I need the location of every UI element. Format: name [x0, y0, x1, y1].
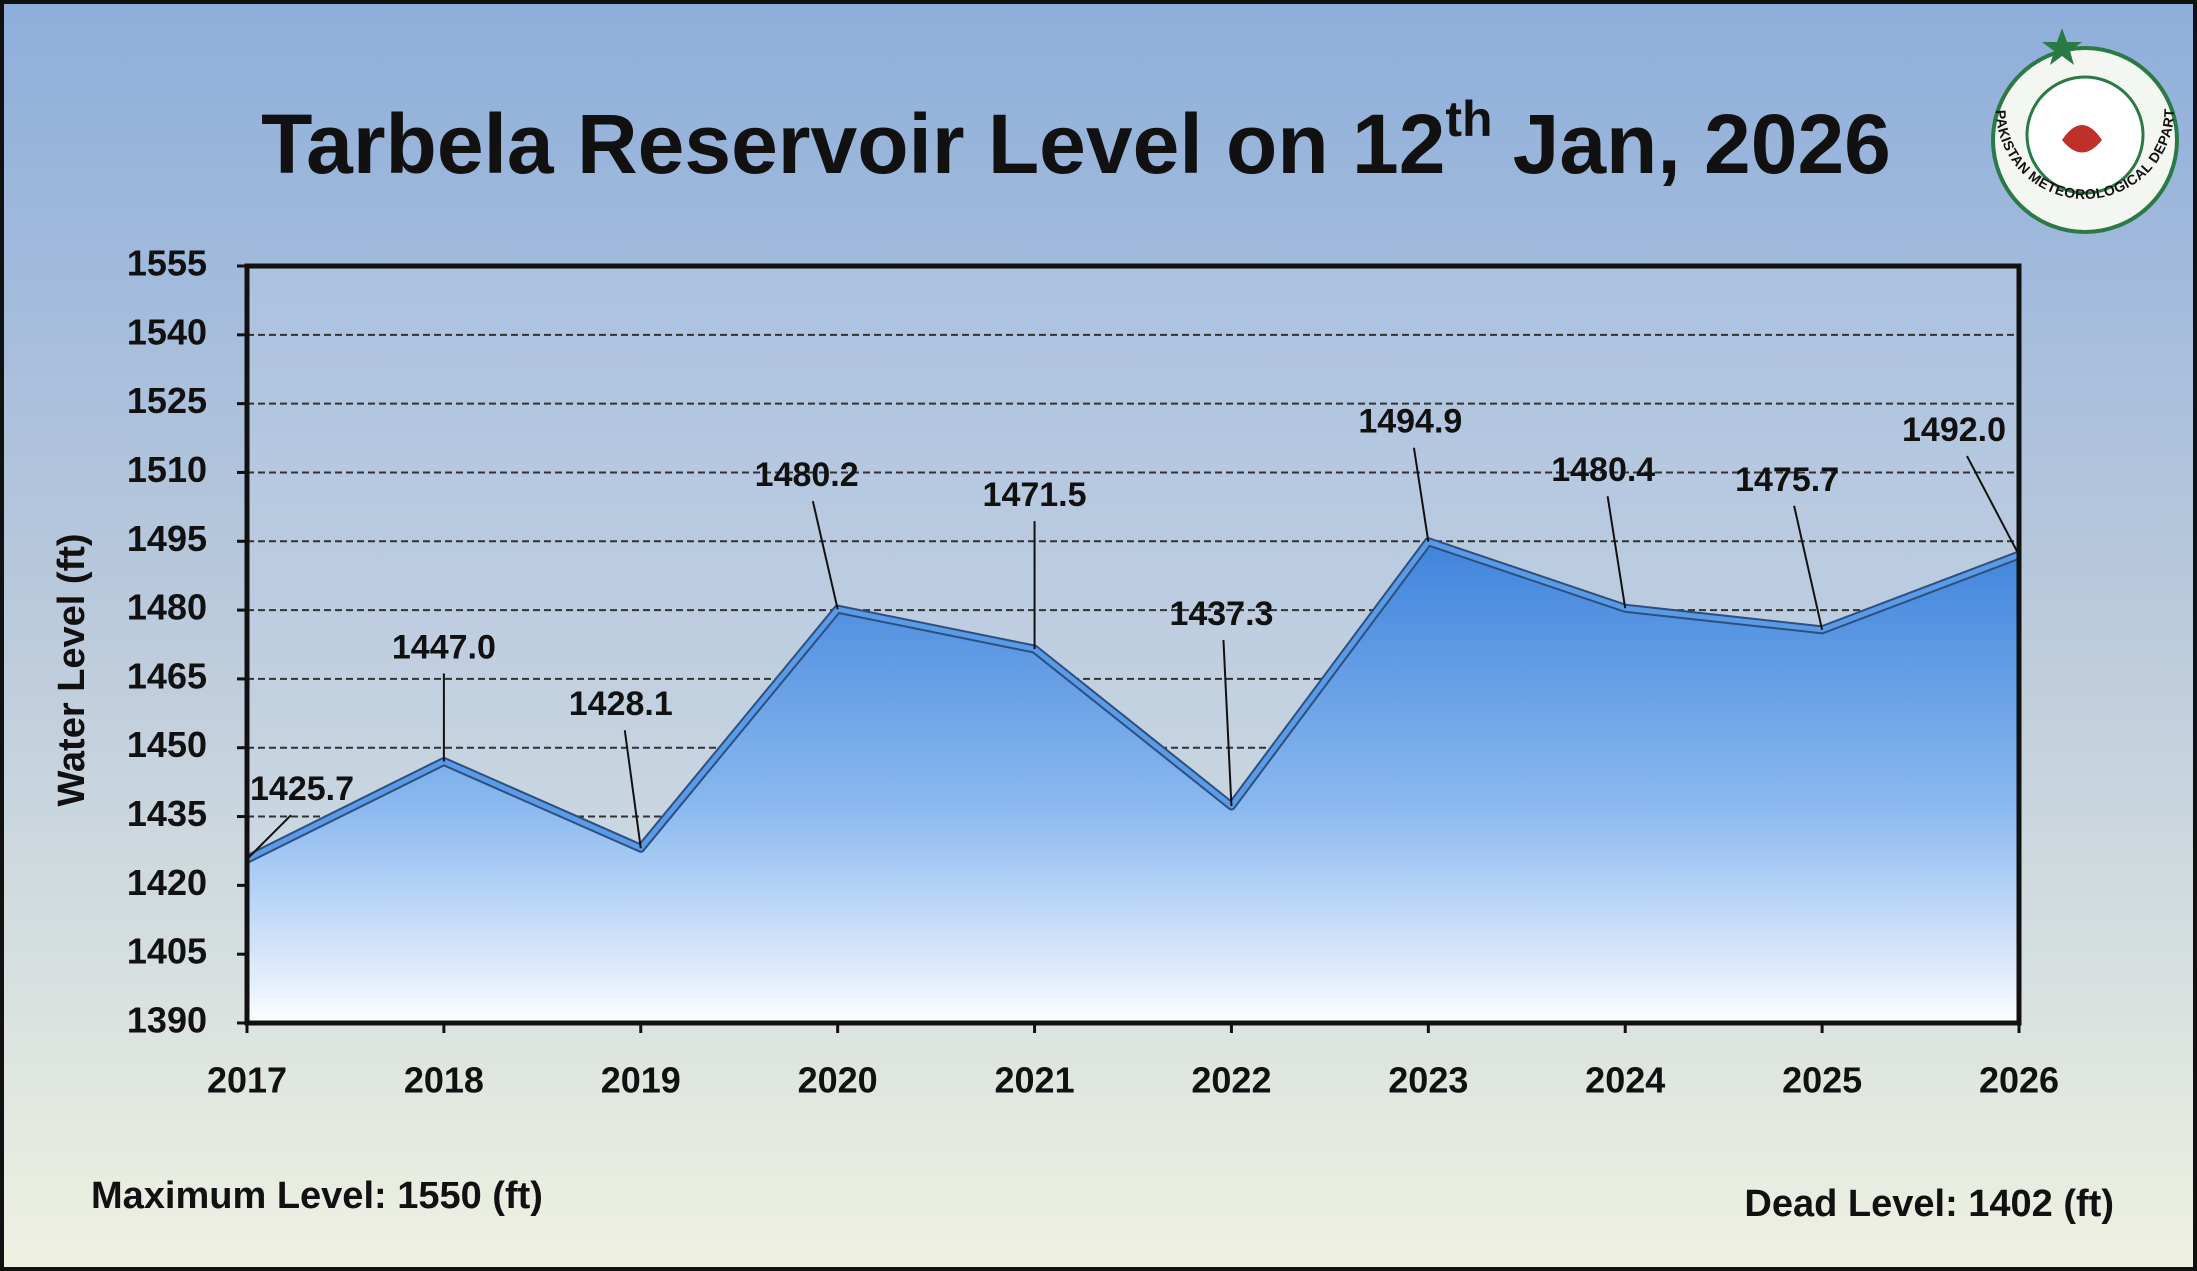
y-tick-label: 1540 [127, 311, 207, 352]
x-tick-label: 2023 [1388, 1060, 1468, 1101]
y-tick-label: 1510 [127, 449, 207, 490]
leader-line [1412, 447, 1430, 542]
data-label: 1425.7 [250, 770, 354, 808]
title-sup: th [1445, 91, 1492, 147]
data-label: 1480.4 [1551, 451, 1655, 489]
data-label: 1492.0 [1902, 411, 2006, 449]
logo-star [2042, 28, 2082, 65]
leader-line [1606, 496, 1627, 609]
y-tick-label: 1450 [127, 724, 207, 765]
x-tick-label: 2024 [1585, 1060, 1665, 1101]
chart-title: Tarbela Reservoir Level on 12th Jan, 2026 [261, 91, 1891, 191]
y-tick-label: 1525 [127, 380, 207, 421]
data-label: 1437.3 [1169, 595, 1273, 633]
plot-frame [244, 263, 2022, 1026]
y-tick-label: 1405 [127, 931, 207, 972]
title-main: Tarbela Reservoir Level on 12 [261, 97, 1445, 191]
area-edge [245, 539, 2020, 862]
y-tick-label: 1495 [127, 518, 207, 559]
y-tick-label: 1390 [127, 1000, 207, 1041]
leader-line [1793, 505, 1824, 631]
y-axis-label: Water Level (ft) [51, 533, 93, 806]
x-tick-label: 2022 [1191, 1060, 1271, 1101]
annotation: Dead Level: 1402 (ft) [1744, 1183, 2114, 1225]
data-label: 1447.0 [392, 628, 496, 666]
x-tick-label: 2017 [207, 1060, 287, 1101]
leader-line [1222, 639, 1233, 807]
leader-line [623, 730, 642, 849]
x-tick-label: 2019 [601, 1060, 681, 1101]
title-end: Jan, 2026 [1513, 97, 1891, 191]
x-tick-label: 2026 [1979, 1060, 2059, 1101]
x-tick-label: 2021 [995, 1060, 1075, 1101]
x-tick-label: 2025 [1782, 1060, 1862, 1101]
data-label: 1480.2 [755, 456, 859, 494]
data-label: 1475.7 [1735, 461, 1839, 499]
y-tick-label: 1480 [127, 587, 207, 628]
x-tick-label: 2020 [798, 1060, 878, 1101]
logo-emblem [2062, 125, 2102, 153]
data-label: 1471.5 [983, 476, 1087, 514]
x-tick-label: 2018 [404, 1060, 484, 1101]
y-tick-label: 1435 [127, 793, 207, 834]
area [247, 541, 2019, 1023]
leader-line [811, 500, 839, 610]
leader-line [246, 814, 292, 860]
annotation: Maximum Level: 1550 (ft) [91, 1175, 543, 1217]
y-tick-label: 1465 [127, 655, 207, 696]
data-label: 1494.9 [1358, 403, 1462, 441]
marks: 1425.7 1447.0 1428.1 1480.2 1471.5 1437.3 1494… [244, 403, 2021, 1023]
y-tick-label: 1555 [127, 243, 207, 284]
y-tick-label: 1420 [127, 862, 207, 903]
leader-line [1966, 455, 2020, 556]
data-label: 1428.1 [569, 685, 673, 723]
